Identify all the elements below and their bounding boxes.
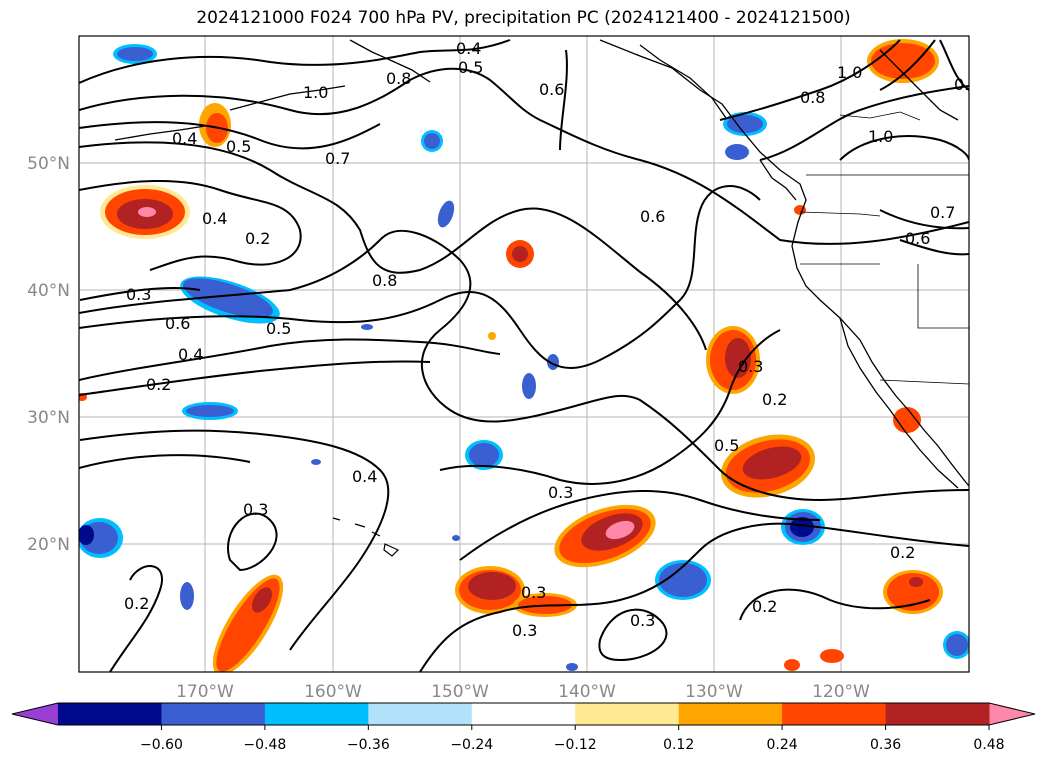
contour-label: 0.3 — [738, 357, 763, 376]
colorbar-segment — [58, 703, 162, 725]
colorbar-extend-max — [989, 703, 1035, 725]
precip-blob — [212, 574, 284, 672]
contour-label: 0.3 — [512, 621, 537, 640]
lat-label: 30°N — [27, 408, 70, 428]
contour-label: 0.2 — [762, 390, 787, 409]
contour-label: 0.6 — [640, 207, 665, 226]
contour-label: 0.8 — [386, 69, 411, 88]
lat-label: 20°N — [27, 535, 70, 555]
colorbar-segment — [575, 703, 680, 725]
colorbar-segment — [161, 703, 266, 725]
colorbar-segment — [885, 703, 990, 725]
contour-label: 0.5 — [458, 58, 483, 77]
contour-label: 1.0 — [868, 127, 893, 146]
lat-tick-labels: 50°N 40°N 30°N 20°N — [27, 154, 70, 555]
colorbar-tick-label: 0.12 — [663, 737, 694, 753]
contour-label: 0.5 — [226, 137, 251, 156]
colorbar-outline — [11, 702, 1036, 726]
contour-label: 0.8 — [372, 271, 397, 290]
contour-label: 0.6 — [539, 80, 564, 99]
contour-label: 0.6 — [165, 314, 190, 333]
coastlines — [114, 39, 969, 489]
precip-blob — [100, 185, 190, 239]
precip-blob — [455, 566, 525, 614]
lat-label: 40°N — [27, 281, 70, 301]
precip-blob — [437, 200, 455, 228]
colorbar-segment — [471, 703, 576, 725]
lon-label: 160°W — [304, 682, 362, 702]
contour-label: 0.3 — [548, 483, 573, 502]
precip-blob — [465, 440, 503, 470]
pv-contours — [79, 39, 969, 672]
precip-blob — [113, 44, 157, 64]
colorbar-segment — [782, 703, 887, 725]
political-borders — [799, 111, 969, 385]
precip-blob — [867, 39, 939, 83]
precip-blob — [182, 402, 238, 420]
lon-tick-labels: 170°W 160°W 150°W 140°W 130°W 120°W — [176, 682, 870, 702]
contour-label: 0.4 — [456, 39, 481, 58]
contour-label: 0.6 — [954, 75, 979, 94]
colorbar-tick-label: −0.48 — [243, 737, 286, 753]
colorbar-segment — [368, 703, 473, 725]
colorbar-tick-label: −0.60 — [140, 737, 183, 753]
contour-label: 0.3 — [521, 583, 546, 602]
precip-blob — [720, 434, 816, 498]
colorbar-tick-label: −0.36 — [347, 737, 390, 753]
colorbar-tick-label: 0.36 — [870, 737, 901, 753]
contour-label: 0.2 — [124, 594, 149, 613]
contour-label: 0.4 — [202, 209, 227, 228]
contour-label: 0.2 — [890, 543, 915, 562]
colorbar-extend-min — [12, 703, 58, 725]
colorbar-segment — [678, 703, 783, 725]
precip-blob — [79, 205, 844, 671]
precip-blob — [655, 560, 711, 600]
precip-blob — [79, 518, 123, 558]
lon-label: 150°W — [431, 682, 489, 702]
precip-blob — [506, 240, 534, 268]
colorbar-tick-label: −0.24 — [450, 737, 493, 753]
lon-label: 130°W — [685, 682, 743, 702]
contour-label: 0.7 — [325, 149, 350, 168]
colorbar: −0.60 −0.48 −0.36 −0.24 −0.12 0.12 0.24 0.36 0.4… — [11, 702, 1036, 753]
contour-label: 0.4 — [178, 345, 203, 364]
contour-label: 0.3 — [243, 500, 268, 519]
contour-label: 0.5 — [714, 436, 739, 455]
lon-label: 120°W — [812, 682, 870, 702]
contour-label: 0.2 — [752, 597, 777, 616]
precip-blob — [723, 112, 767, 160]
contour-label: 0.8 — [800, 88, 825, 107]
map-title: 2024121000 F024 700 hPa PV, precipitatio… — [196, 8, 851, 28]
map-frame — [78, 35, 970, 673]
precip-negative — [79, 44, 969, 671]
precip-blob — [180, 276, 280, 324]
contour-label: 0.4 — [352, 467, 377, 486]
contour-label: 0.4 — [172, 129, 197, 148]
contour-label: 0.3 — [126, 285, 151, 304]
contour-label: 0.2 — [245, 229, 270, 248]
colorbar-tick-label: 0.24 — [767, 737, 798, 753]
contour-label: 0.5 — [266, 319, 291, 338]
lon-label: 140°W — [558, 682, 616, 702]
precip-blob — [893, 407, 921, 433]
precip-blob — [180, 324, 578, 671]
contour-label: 1.0 — [303, 83, 328, 102]
precip-blob — [421, 130, 443, 152]
contour-label: 1.0 — [837, 63, 862, 82]
precip-positive — [79, 39, 943, 672]
precip-blob — [943, 631, 969, 659]
precip-blob — [706, 326, 760, 394]
precip-blob — [554, 504, 656, 568]
contour-label: 0.2 — [146, 375, 171, 394]
contour-labels: 0.4 0.5 0.6 0.8 1.0 1.0 0.8 0.6 1.0 0.4 … — [124, 39, 979, 640]
contour-label: 0.7 — [930, 203, 955, 222]
colorbar-tick-label: −0.12 — [554, 737, 597, 753]
lat-label: 50°N — [27, 154, 70, 174]
colorbar-segment — [264, 703, 369, 725]
contour-label: 0.6 — [905, 229, 930, 248]
colorbar-tick-label: 0.48 — [973, 737, 1004, 753]
lon-label: 170°W — [176, 682, 234, 702]
contour-label: 0.3 — [630, 611, 655, 630]
